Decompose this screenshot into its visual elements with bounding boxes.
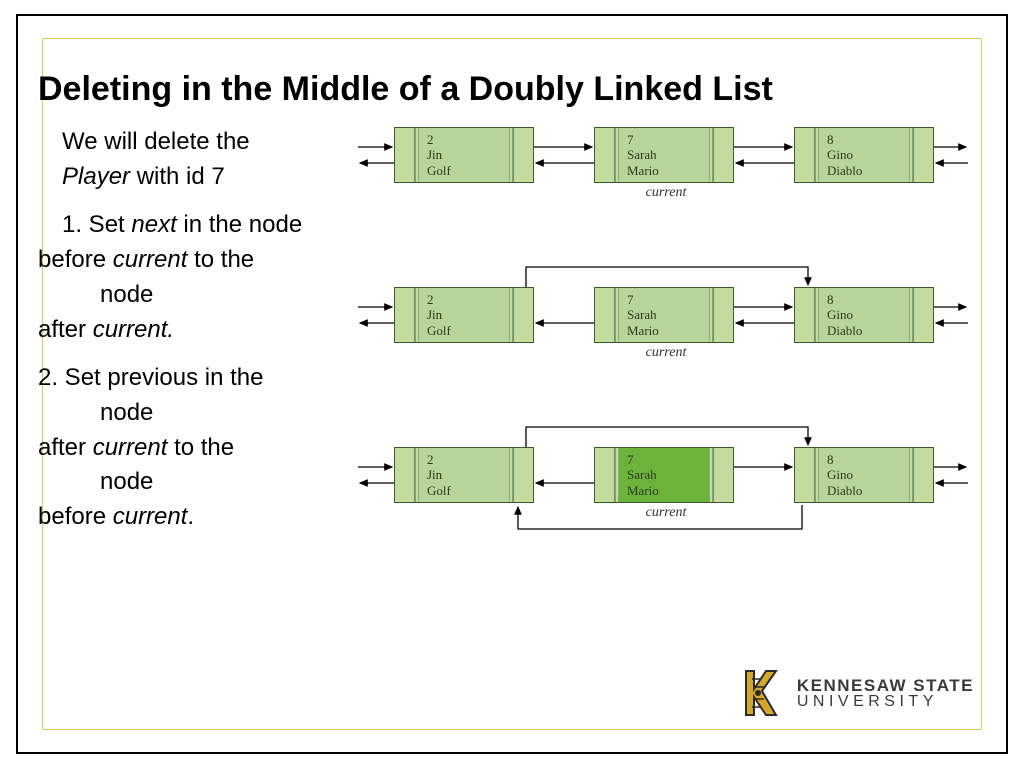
node-d2-0: 2JinGolf: [394, 287, 534, 343]
n-name: Sarah: [627, 467, 701, 483]
node-d3-0: 2JinGolf: [394, 447, 534, 503]
n-name: Gino: [827, 467, 901, 483]
node-d2-1: 7SarahMario: [594, 287, 734, 343]
n-name: Jin: [427, 307, 501, 323]
n-game: Golf: [427, 163, 501, 179]
s2c: after: [38, 434, 93, 461]
s2a: 2. Set previous in the: [38, 364, 263, 391]
body-row: We will delete the Player with id 7 1. S…: [38, 127, 986, 597]
s2g: .: [187, 503, 194, 530]
nodes-d3: 2JinGolf 7SarahMario 8GinoDiablo: [358, 447, 938, 503]
n-game: Mario: [627, 483, 701, 499]
n-game: Diablo: [827, 323, 901, 339]
intro-player: Player: [62, 163, 130, 190]
diagram-1: 2JinGolf 7SarahMario 8GinoDiablo curren: [358, 127, 938, 207]
s2b: node: [100, 399, 153, 426]
s1d: to the: [187, 246, 254, 273]
s1b: in the node: [177, 211, 302, 238]
intro-block: We will delete the Player with id 7: [38, 127, 348, 192]
slide-content: Deleting in the Middle of a Doubly Linke…: [38, 70, 986, 728]
logo-text: KENNESAW STATE UNIVERSITY: [797, 677, 974, 710]
s1e: node: [100, 281, 153, 308]
s1-next: next: [131, 211, 176, 238]
n-id: 7: [627, 132, 701, 148]
n-id: 7: [627, 452, 701, 468]
n-id: 2: [427, 452, 501, 468]
n-game: Mario: [627, 323, 701, 339]
s2e: node: [100, 468, 153, 495]
n-game: Diablo: [827, 163, 901, 179]
s1c: before: [38, 246, 113, 273]
nodes-d1: 2JinGolf 7SarahMario 8GinoDiablo: [358, 127, 938, 183]
nodes-d2: 2JinGolf 7SarahMario 8GinoDiablo: [358, 287, 938, 343]
s1-cur1: current: [113, 246, 188, 273]
diagram-3: 2JinGolf 7SarahMario 8GinoDiablo curren: [358, 417, 938, 547]
s1f: after: [38, 316, 93, 343]
node-d1-2: 8GinoDiablo: [794, 127, 934, 183]
intro-rest: with id 7: [130, 163, 225, 190]
logo-line2: UNIVERSITY: [797, 694, 974, 710]
n-id: 8: [827, 452, 901, 468]
n-game: Diablo: [827, 483, 901, 499]
n-game: Golf: [427, 483, 501, 499]
step2-block: 2. Set previous in the node after curren…: [38, 363, 348, 533]
n-name: Gino: [827, 307, 901, 323]
n-name: Sarah: [627, 307, 701, 323]
node-d3-1: 7SarahMario: [594, 447, 734, 503]
n-name: Jin: [427, 147, 501, 163]
diagram-2: 2JinGolf 7SarahMario 8GinoDiablo curren: [358, 257, 938, 367]
step1-block: 1. Set next in the node before current t…: [38, 210, 348, 345]
s2f: before: [38, 503, 113, 530]
diagram-column: 2JinGolf 7SarahMario 8GinoDiablo curren: [358, 127, 986, 597]
n-name: Jin: [427, 467, 501, 483]
n-id: 2: [427, 132, 501, 148]
s2-cur1: current: [93, 434, 168, 461]
logo-line1: KENNESAW STATE: [797, 677, 974, 694]
slide-title: Deleting in the Middle of a Doubly Linke…: [38, 70, 986, 109]
n-id: 8: [827, 292, 901, 308]
s2-cur2: current: [113, 503, 188, 530]
node-d1-0: 2JinGolf: [394, 127, 534, 183]
node-d2-2: 8GinoDiablo: [794, 287, 934, 343]
node-d3-2: 8GinoDiablo: [794, 447, 934, 503]
s2d: to the: [167, 434, 234, 461]
s1a: 1. Set: [62, 211, 131, 238]
logo-mark-icon: [733, 666, 787, 720]
text-column: We will delete the Player with id 7 1. S…: [38, 127, 348, 597]
node-d1-1: 7SarahMario: [594, 127, 734, 183]
n-name: Gino: [827, 147, 901, 163]
n-id: 7: [627, 292, 701, 308]
n-game: Golf: [427, 323, 501, 339]
s1-cur2: current.: [93, 316, 174, 343]
n-game: Mario: [627, 163, 701, 179]
intro-l1: We will delete the: [62, 128, 250, 155]
n-id: 8: [827, 132, 901, 148]
n-id: 2: [427, 292, 501, 308]
n-name: Sarah: [627, 147, 701, 163]
university-logo: KENNESAW STATE UNIVERSITY: [733, 666, 974, 720]
